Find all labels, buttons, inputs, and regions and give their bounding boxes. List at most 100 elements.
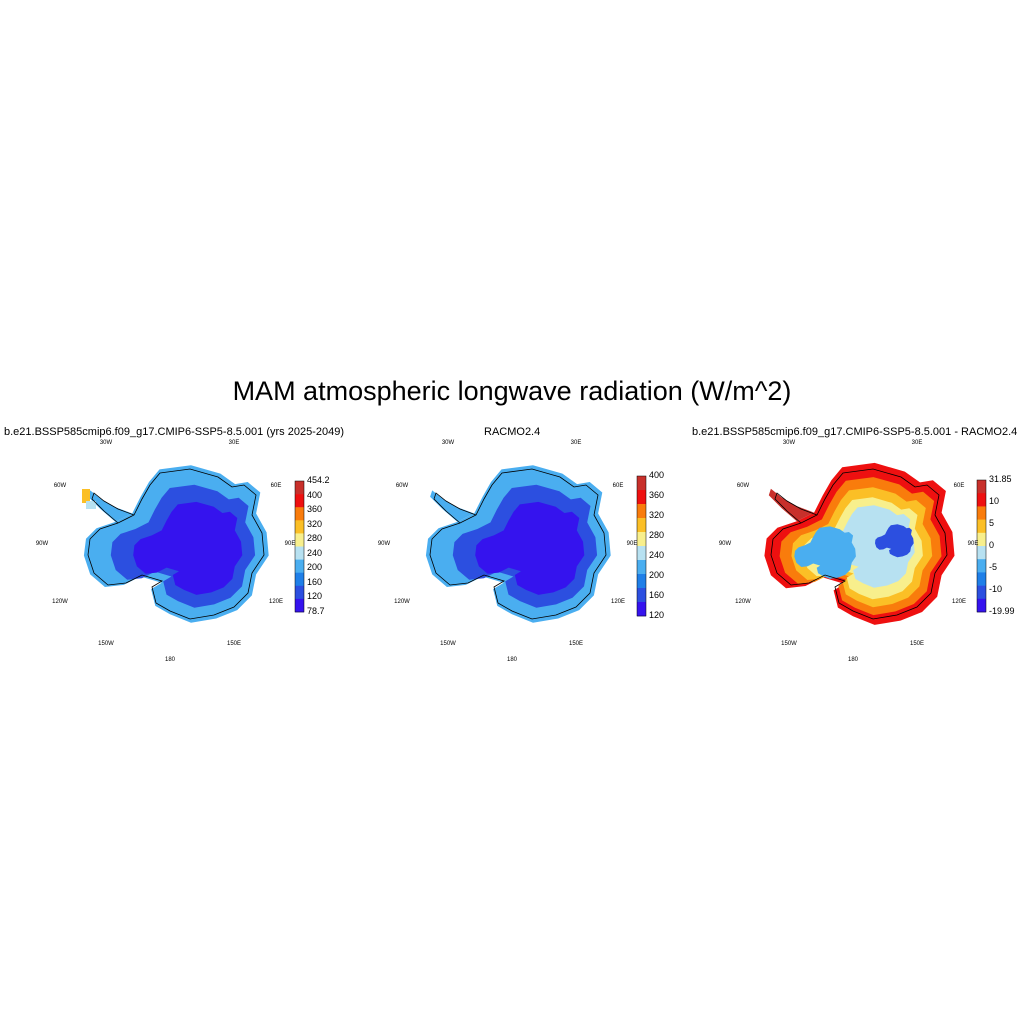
lon-label-60e-1: 60E	[270, 483, 282, 489]
colorbar-box-3	[977, 532, 986, 547]
panel-2-title: RACMO2.4	[484, 426, 541, 438]
lon-label-120e-1: 120E	[268, 599, 284, 605]
lon-label-60w-2: 60W	[395, 483, 409, 489]
field-peninsula-2	[430, 490, 475, 522]
colorbar-box-2	[637, 574, 646, 589]
colorbar-label-3: -19.99	[989, 606, 1015, 616]
colorbar-label-3: 10	[989, 496, 1000, 506]
colorbar-label-2: 320	[649, 510, 665, 520]
lon-label-150w-2: 150W	[440, 641, 456, 647]
panel-1-title: b.e21.BSSP585cmip6.f09_g17.CMIP6-SSP5-8.…	[4, 426, 344, 438]
lon-label-60w-3: 60W	[736, 483, 750, 489]
colorbar-label-2: 360	[649, 490, 665, 500]
colorbar-label-2: 240	[649, 550, 665, 560]
lon-label-90w-2: 90W	[377, 541, 391, 547]
peninsula-coast-2	[433, 492, 477, 524]
lon-label-150w-1: 150W	[98, 641, 114, 647]
peninsula-coast-3	[774, 492, 818, 524]
lon-label-120w-2: 120W	[394, 599, 410, 605]
colorbar-label-1: 400	[307, 489, 323, 500]
colorbar-box-1	[295, 533, 304, 547]
lon-label-90w-3: 90W	[718, 541, 732, 547]
colorbar-frame-1	[294, 480, 305, 613]
colorbar-frame-2	[636, 475, 647, 617]
coastline-1	[87, 468, 265, 620]
lon-label-90e-3: 90E	[967, 541, 979, 547]
colorbar-box-3	[977, 480, 986, 494]
lon-label-60w-1: 60W	[53, 483, 67, 489]
colorbar-label-1: 120	[307, 591, 323, 602]
lon-label-180-1: 180	[164, 657, 176, 663]
diff-peninsula	[768, 488, 815, 522]
lon-label-30w-1: 30W	[99, 440, 113, 446]
colorbar-box-3	[977, 519, 986, 534]
colorbar-box-2	[637, 532, 646, 547]
colorbar-box-2	[637, 490, 646, 505]
colorbar-label-1: 360	[307, 504, 323, 515]
diff-blue-east	[875, 524, 914, 558]
colorbar-box-2	[637, 504, 646, 519]
colorbar-box-1	[295, 520, 304, 534]
lon-label-30e-2: 30E	[570, 440, 582, 446]
peninsula-coast-1	[91, 492, 135, 524]
field-warm-patch	[82, 489, 90, 503]
lon-label-30e-3: 30E	[911, 440, 923, 446]
colorbar-box-1	[295, 507, 304, 521]
colorbar-box-3	[977, 572, 986, 586]
colorbar-label-2: 120	[649, 610, 665, 620]
colorbar-label-2: 200	[649, 570, 665, 580]
lon-label-60e-2: 60E	[612, 483, 624, 489]
colorbar-box-1	[295, 494, 304, 508]
colorbar-label-1: 200	[307, 562, 323, 573]
colorbar-box-2	[637, 546, 646, 561]
field-core-2	[475, 501, 585, 595]
colorbar-label-2: 400	[649, 470, 665, 480]
lon-label-120w-1: 120W	[52, 599, 68, 605]
colorbar-label-1: 320	[307, 518, 323, 529]
colorbar-label-2: 160	[649, 590, 665, 600]
colorbar-box-1	[295, 546, 304, 560]
colorbar-box-1	[295, 559, 304, 573]
lon-label-150e-3: 150E	[909, 641, 925, 647]
lon-label-150w-3: 150W	[781, 641, 797, 647]
colorbar-label-1: 78.7	[307, 606, 325, 616]
colorbar-box-2	[637, 476, 646, 491]
colorbar-box-2	[637, 602, 646, 617]
colorbar-box-3	[977, 506, 986, 520]
colorbar-box-3	[977, 493, 986, 507]
lon-label-120w-3: 120W	[735, 599, 751, 605]
figure-title: MAM atmospheric longwave radiation (W/m^…	[232, 376, 792, 406]
lon-label-60e-3: 60E	[953, 483, 965, 489]
colorbar-box-2	[637, 588, 646, 603]
colorbar-box-1	[295, 572, 304, 587]
colorbar-label-1: 240	[307, 547, 323, 558]
panel-3-title: b.e21.BSSP585cmip6.f09_g17.CMIP6-SSP5-8.…	[692, 426, 1018, 438]
lon-label-180-3: 180	[847, 657, 859, 663]
colorbar-label-2: 280	[649, 530, 665, 540]
lon-label-90e-2: 90E	[626, 541, 638, 547]
field-light-patch	[86, 501, 96, 509]
colorbar-box-1	[295, 481, 304, 495]
colorbar-label-3: 0	[989, 540, 995, 550]
lon-label-30w-3: 30W	[782, 440, 796, 446]
lon-label-150e-1: 150E	[226, 641, 242, 647]
lon-label-150e-2: 150E	[568, 641, 584, 647]
colorbar-frame-3	[976, 479, 987, 613]
colorbar-label-3: 31.85	[989, 474, 1012, 484]
colorbar-box-3	[977, 598, 986, 613]
colorbar-box-1	[295, 598, 304, 613]
lon-label-30w-2: 30W	[441, 440, 455, 446]
colorbar-label-3: 5	[989, 518, 995, 528]
colorbar-box-2	[637, 560, 646, 575]
colorbar-box-3	[977, 585, 986, 600]
lon-label-90e-1: 90E	[284, 541, 296, 547]
coastline-2	[429, 468, 607, 620]
coastline-3	[770, 468, 948, 620]
field-core-1	[133, 501, 243, 595]
colorbar-label-1: 454.2	[307, 475, 330, 485]
colorbar-label-3: -10	[989, 584, 1003, 594]
lon-label-180-2: 180	[506, 657, 518, 663]
colorbar-box-1	[295, 585, 304, 600]
field-peninsula-1	[88, 490, 133, 522]
